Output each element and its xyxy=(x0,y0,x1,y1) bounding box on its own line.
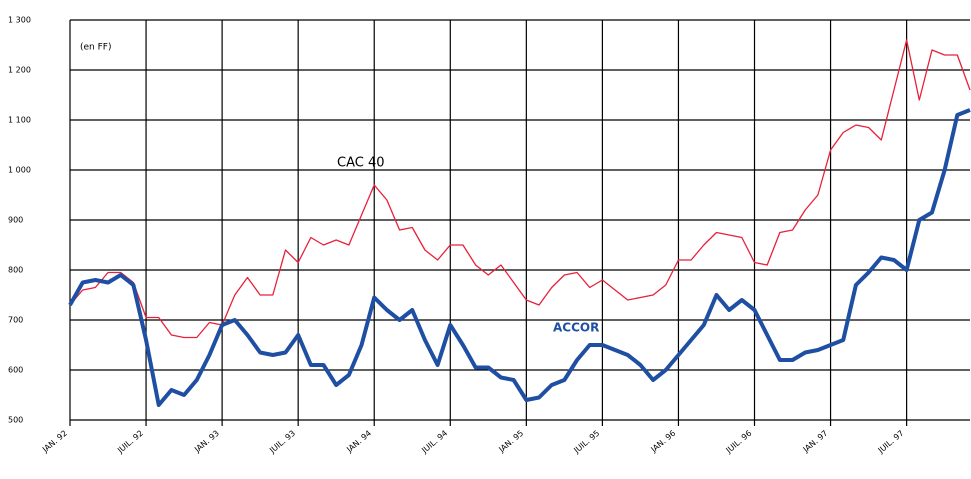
y-tick-label: 1 300 xyxy=(8,16,31,25)
unit-note: (en FF) xyxy=(80,43,111,53)
y-tick-label: 1 000 xyxy=(8,166,31,175)
series-label: ACCOR xyxy=(553,321,599,335)
x-tick-label: JAN. 96 xyxy=(649,429,678,455)
series-label: CAC 40 xyxy=(337,156,385,171)
x-tick-label: JAN. 97 xyxy=(801,429,830,455)
y-tick-label: 1 100 xyxy=(8,116,31,125)
x-tick-label: JUIL. 94 xyxy=(419,429,449,456)
x-tick-label: JUIL. 97 xyxy=(876,429,906,456)
x-tick-label: JUIL. 93 xyxy=(267,429,297,456)
y-tick-label: 700 xyxy=(8,316,23,325)
x-tick-label: JAN. 92 xyxy=(40,429,69,455)
x-tick-label: JAN. 94 xyxy=(344,429,373,455)
y-tick-label: 1 200 xyxy=(8,66,31,75)
y-tick-label: 600 xyxy=(8,366,23,375)
x-tick-label: JUIL. 92 xyxy=(115,429,145,456)
x-tick-label: JAN. 93 xyxy=(192,429,221,455)
x-tick-label: JUIL. 95 xyxy=(572,429,602,456)
x-tick-label: JUIL. 96 xyxy=(724,429,754,456)
y-tick-label: 800 xyxy=(8,266,23,275)
y-tick-label: 500 xyxy=(8,416,23,425)
line-series xyxy=(69,39,971,339)
y-tick-label: 900 xyxy=(8,216,23,225)
line-series xyxy=(68,108,971,407)
x-tick-label: JAN. 95 xyxy=(497,429,526,455)
